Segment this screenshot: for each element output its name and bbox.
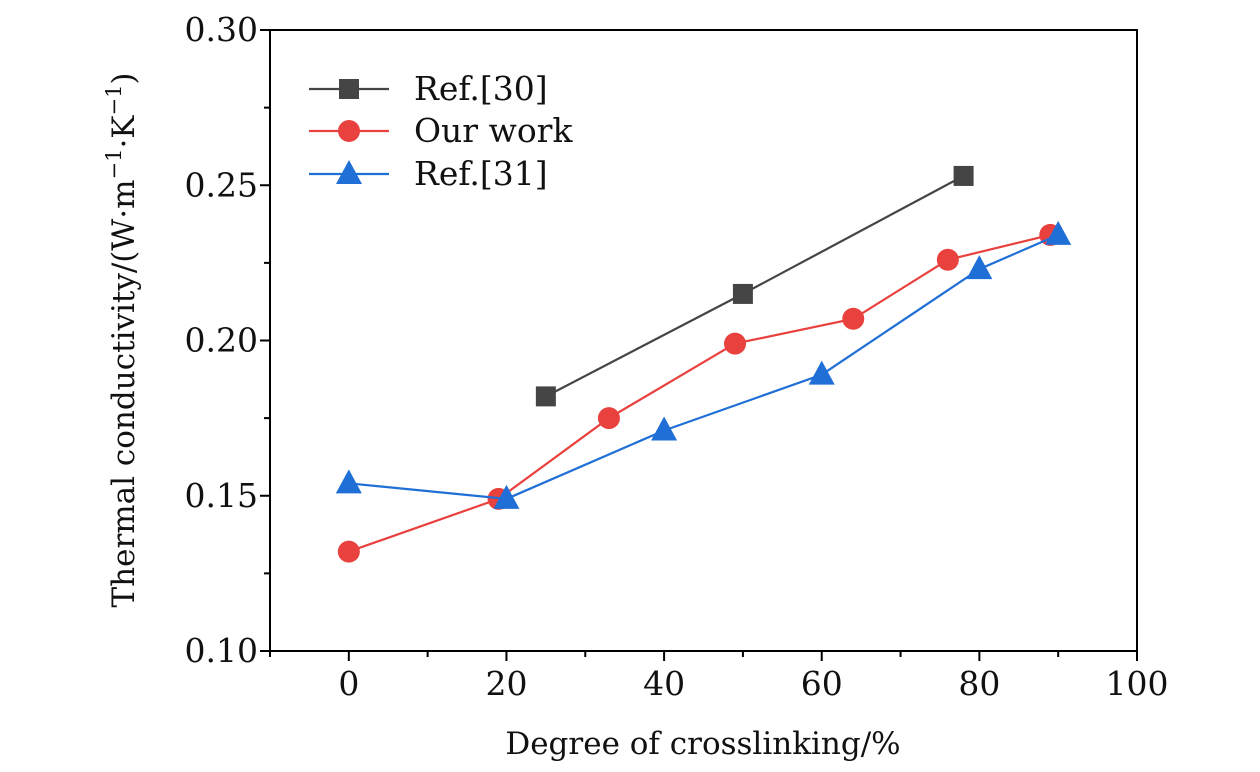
y-axis-title-mid: ·K bbox=[106, 115, 142, 149]
y-axis: 0.10 0.15 0.20 0.25 0.30 bbox=[185, 10, 270, 670]
legend-label-1: Our work bbox=[414, 111, 573, 150]
y-tick-label-4: 0.30 bbox=[185, 10, 258, 49]
y-tick-label-0: 0.10 bbox=[185, 631, 258, 670]
legend-label-2: Ref.[31] bbox=[414, 154, 548, 193]
legend-marker-0 bbox=[339, 79, 359, 99]
series-0-point-0 bbox=[535, 386, 556, 407]
y-tick-label-3: 0.25 bbox=[185, 165, 258, 204]
x-tick-label-3: 60 bbox=[801, 664, 843, 703]
y-tick-label-1: 0.15 bbox=[185, 476, 258, 515]
series-0-point-2 bbox=[953, 165, 974, 186]
series-2 bbox=[335, 220, 1072, 509]
series-2-point-4 bbox=[966, 255, 993, 280]
y-axis-title-exp1: −1 bbox=[102, 149, 126, 180]
x-tick-label-1: 20 bbox=[485, 664, 527, 703]
series-2-point-0 bbox=[335, 469, 362, 494]
series-1-point-5 bbox=[936, 248, 959, 271]
series-1 bbox=[337, 223, 1062, 563]
x-tick-label-4: 80 bbox=[958, 664, 1000, 703]
x-tick-label-0: 0 bbox=[338, 664, 359, 703]
series-2-point-2 bbox=[651, 416, 678, 441]
series-0-point-1 bbox=[732, 283, 753, 304]
series-1-point-4 bbox=[842, 307, 865, 330]
series-2-point-5 bbox=[1045, 220, 1072, 245]
y-axis-title-main: Thermal conductivity/(W·m bbox=[106, 180, 142, 608]
x-axis: 0 20 40 60 80 100 bbox=[269, 651, 1169, 703]
plot-frame bbox=[269, 29, 1138, 652]
series-2-point-1 bbox=[493, 484, 520, 509]
series-1-point-2 bbox=[597, 407, 620, 430]
series-2-point-3 bbox=[808, 360, 835, 385]
series-0 bbox=[535, 165, 974, 407]
series-layer bbox=[335, 165, 1072, 563]
legend-marker-2 bbox=[336, 160, 362, 184]
series-2-line bbox=[348, 233, 1059, 501]
series-1-line bbox=[348, 233, 1051, 553]
y-axis-title-end: ) bbox=[106, 72, 142, 84]
y-tick-label-2: 0.20 bbox=[185, 321, 258, 360]
series-0-line bbox=[545, 174, 965, 398]
legend-label-0: Ref.[30] bbox=[414, 69, 548, 108]
series-1-point-3 bbox=[724, 332, 747, 355]
x-axis-title: Degree of crosslinking/% bbox=[505, 726, 900, 762]
legend: Ref.[30]Our work Ref.[31] bbox=[309, 69, 573, 193]
x-tick-label-5: 100 bbox=[1106, 664, 1169, 703]
y-axis-title-exp2: −1 bbox=[102, 85, 126, 116]
legend-marker-1 bbox=[338, 120, 360, 142]
series-1-point-0 bbox=[337, 540, 360, 563]
x-tick-label-2: 40 bbox=[643, 664, 685, 703]
y-axis-title: Thermal conductivity/(W·m−1·K−1) bbox=[102, 72, 142, 607]
